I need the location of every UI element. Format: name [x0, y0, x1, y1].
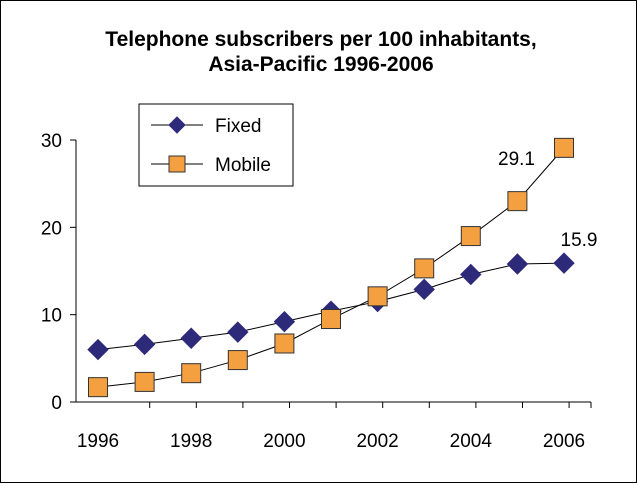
- chart-title-line-1: Telephone subscribers per 100 inhabitant…: [105, 28, 536, 51]
- data-labels: 29.1 15.9: [498, 149, 597, 251]
- x-tick-label-2004: 2004: [450, 431, 493, 452]
- point-fixed-1998: [180, 327, 202, 349]
- point-mobile-2001: [321, 309, 341, 330]
- point-mobile-1998: [181, 363, 202, 384]
- data-label-fixed-2006: 15.9: [561, 230, 598, 251]
- point-mobile-2004: [460, 226, 481, 247]
- point-mobile-2003: [414, 258, 435, 279]
- legend: Fixed Mobile: [138, 103, 294, 187]
- point-fixed-1999: [227, 321, 249, 343]
- point-mobile-1997: [134, 371, 155, 392]
- point-mobile-2005: [507, 191, 528, 212]
- series-markers: [87, 137, 575, 398]
- y-tick-label-30: 30: [41, 131, 62, 152]
- legend-label-mobile: Mobile: [215, 155, 271, 176]
- legend-box: [138, 103, 294, 187]
- y-tick-label-0: 0: [51, 393, 62, 414]
- point-mobile-1996: [88, 377, 108, 398]
- point-mobile-2006: [554, 137, 574, 158]
- x-tick-label-2002: 2002: [356, 431, 398, 452]
- legend-marker-fixed: [168, 116, 186, 134]
- x-tick-label-1996: 1996: [77, 431, 119, 452]
- legend-marker-mobile: [168, 155, 186, 173]
- point-fixed-2000: [273, 310, 296, 333]
- x-tick-label-1998: 1998: [170, 431, 212, 452]
- point-fixed-2004: [460, 263, 482, 286]
- point-fixed-2003: [413, 278, 435, 301]
- point-mobile-2002: [367, 286, 388, 307]
- legend-label-fixed: Fixed: [215, 116, 261, 137]
- chart-title-line-2: Asia-Pacific 1996-2006: [208, 53, 433, 76]
- y-tick-label-10: 10: [41, 306, 62, 327]
- point-mobile-1999: [227, 350, 248, 371]
- point-mobile-2000: [274, 333, 295, 354]
- x-tick-label-2006: 2006: [543, 431, 585, 452]
- point-fixed-2006: [553, 252, 575, 274]
- data-label-mobile-2006: 29.1: [498, 149, 535, 170]
- point-fixed-1996: [87, 338, 109, 361]
- y-tick-label-20: 20: [41, 218, 62, 239]
- point-fixed-2005: [506, 253, 529, 275]
- x-tick-label-2000: 2000: [263, 431, 305, 452]
- point-fixed-1997: [133, 333, 156, 356]
- axes: 0 10 20 30 1996 1998 2000 2002 2004 2006: [41, 131, 592, 452]
